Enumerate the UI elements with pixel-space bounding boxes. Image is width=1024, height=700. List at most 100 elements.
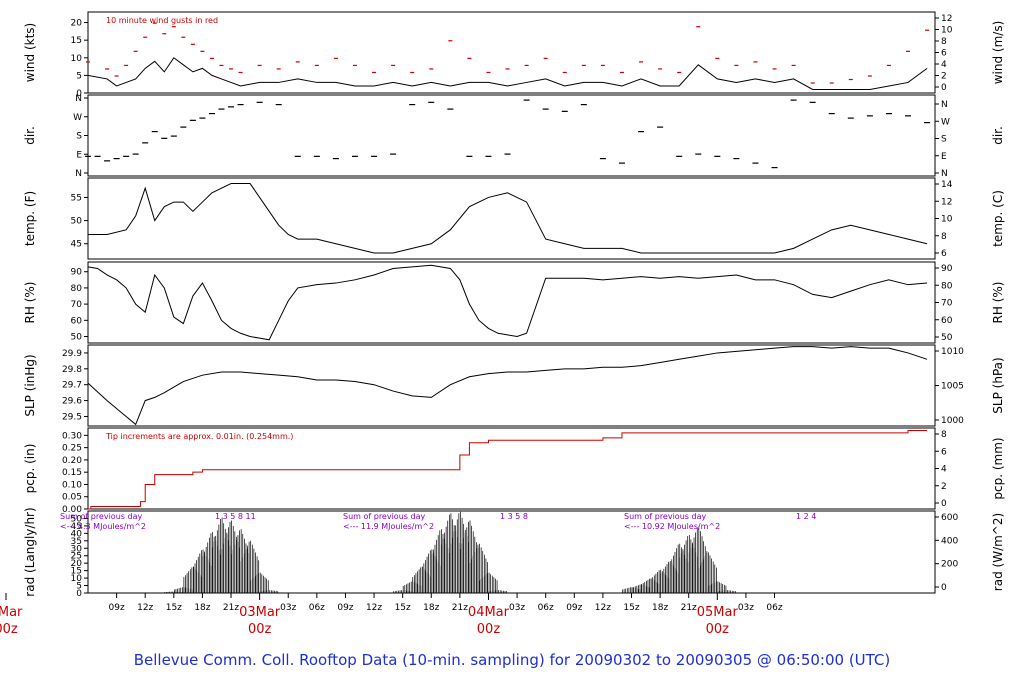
y2-tick-label: 2 [941, 72, 947, 82]
dir-point [638, 131, 645, 133]
y-tick-label: N [75, 94, 82, 104]
dir-point [885, 113, 892, 115]
dir-point [828, 113, 835, 115]
gust-point [257, 64, 262, 67]
gust-point [86, 61, 90, 63]
dir-point [237, 104, 244, 106]
gust-point [410, 71, 415, 74]
panel-frame [87, 177, 936, 260]
y-tick-label: 70 [71, 300, 83, 310]
dir-point [256, 101, 263, 103]
panel-rh: 50 60 70 80 90 50 60 70 80 90 RH (%) RH (%) [23, 261, 1005, 344]
series-line [87, 346, 928, 426]
dir-point [924, 122, 931, 124]
dir-point [580, 104, 587, 106]
gust-point [333, 57, 338, 59]
dir-point [523, 99, 530, 101]
dir-point [599, 158, 606, 160]
y-tick-label: 0.30 [62, 431, 82, 441]
gust-point [391, 64, 396, 67]
dir-point [371, 155, 378, 157]
x-tick-label: 06z [538, 603, 554, 613]
gust-point [753, 61, 758, 63]
daily-note-line1: Sum of previous day [624, 512, 706, 521]
gust-point [295, 61, 300, 63]
dir-point [466, 155, 473, 157]
y-tick-label: 45 [71, 240, 82, 250]
dir-point [504, 153, 511, 155]
dir-point [275, 104, 282, 106]
panel-frame [87, 94, 936, 177]
day-label-date: 04Mar [468, 605, 510, 620]
gust-point [467, 57, 472, 59]
y2-tick-label: 70 [941, 299, 953, 309]
y-tick-label: 60 [71, 316, 83, 326]
dir-point [561, 110, 568, 112]
day-label-date: 05Mar [697, 605, 739, 620]
y-tick-label: 29.7 [62, 381, 82, 391]
y-tick-label: W [73, 113, 82, 123]
gust-point [162, 33, 167, 35]
dir-point [409, 104, 416, 106]
x-tick-label: 12z [595, 603, 611, 613]
gust-point [772, 68, 777, 70]
gust-point [715, 57, 720, 59]
x-tick-label: 18z [423, 603, 439, 613]
dir-point [332, 158, 339, 160]
x-tick-label: 18z [652, 603, 668, 613]
series-line [87, 264, 928, 341]
panel-temp: 45 50 55 6 8 10 12 14 temp. (F) temp. (C) [23, 177, 1005, 260]
y2-tick-label: E [941, 152, 947, 162]
y-tick-label: 55 [71, 193, 82, 203]
pcp-line [88, 429, 928, 510]
y2-axis-label: pcp. (mm) [991, 437, 1005, 499]
dir-point [228, 106, 235, 108]
dir-point [94, 155, 101, 157]
gust-point [171, 26, 176, 28]
y2-tick-label: 600 [941, 513, 958, 523]
dir-point [85, 155, 91, 157]
daily-note-line1: Sum of previous day [343, 512, 425, 521]
panel-annotation: Tip increments are approx. 0.01in. (0.25… [105, 432, 293, 441]
daily-note-line2: <--- 10.92 MJoules/m^2 [624, 522, 720, 531]
y2-tick-label: 80 [941, 281, 953, 291]
x-axis: 09z 12z 15z 18z 21z 03z 06z 09z 12z 15z 18z 21z 03z 0… [0, 593, 783, 637]
y2-tick-label: 50 [941, 333, 953, 343]
dir-point [313, 155, 320, 157]
series-line [87, 57, 928, 90]
panel-frame [87, 261, 936, 344]
y-tick-label: 50 [71, 333, 83, 343]
dir-point [170, 135, 177, 137]
dir-point [714, 155, 721, 157]
x-tick-label: 15z [395, 603, 411, 613]
y-tick-label: 25 [71, 552, 82, 562]
gust-point [429, 68, 434, 70]
y-tick-label: 29.9 [62, 349, 82, 359]
daily-note-markers: 1 2 4 [796, 512, 816, 521]
dir-point [189, 119, 196, 121]
gust-point [581, 64, 586, 67]
y2-tick-label: 6 [941, 49, 947, 59]
y2-axis-label: rad (W/m^2) [991, 513, 1005, 591]
y-tick-label: 0.00 [62, 505, 82, 515]
dir-point [151, 131, 158, 133]
dir-point [905, 115, 912, 117]
gust-point [524, 64, 529, 67]
x-tick-label: 18z [194, 603, 210, 613]
y2-tick-label: 400 [941, 536, 958, 546]
dir-point [351, 155, 358, 157]
daily-note-line1: Sum of previous day [60, 512, 142, 521]
dir-point [132, 153, 139, 155]
x-tick-label: 12z [366, 603, 382, 613]
dir-point [199, 117, 206, 119]
x-tick-label: 09z [109, 603, 125, 613]
gust-point [677, 71, 682, 74]
y2-axis-label: SLP (hPa) [991, 357, 1005, 413]
y-tick-label: 80 [71, 284, 83, 294]
dir-point [809, 101, 816, 103]
dir-point [180, 126, 187, 128]
y2-tick-label: 60 [941, 316, 953, 326]
y-axis-label: SLP (inHg) [23, 354, 37, 416]
gust-point [114, 75, 119, 77]
